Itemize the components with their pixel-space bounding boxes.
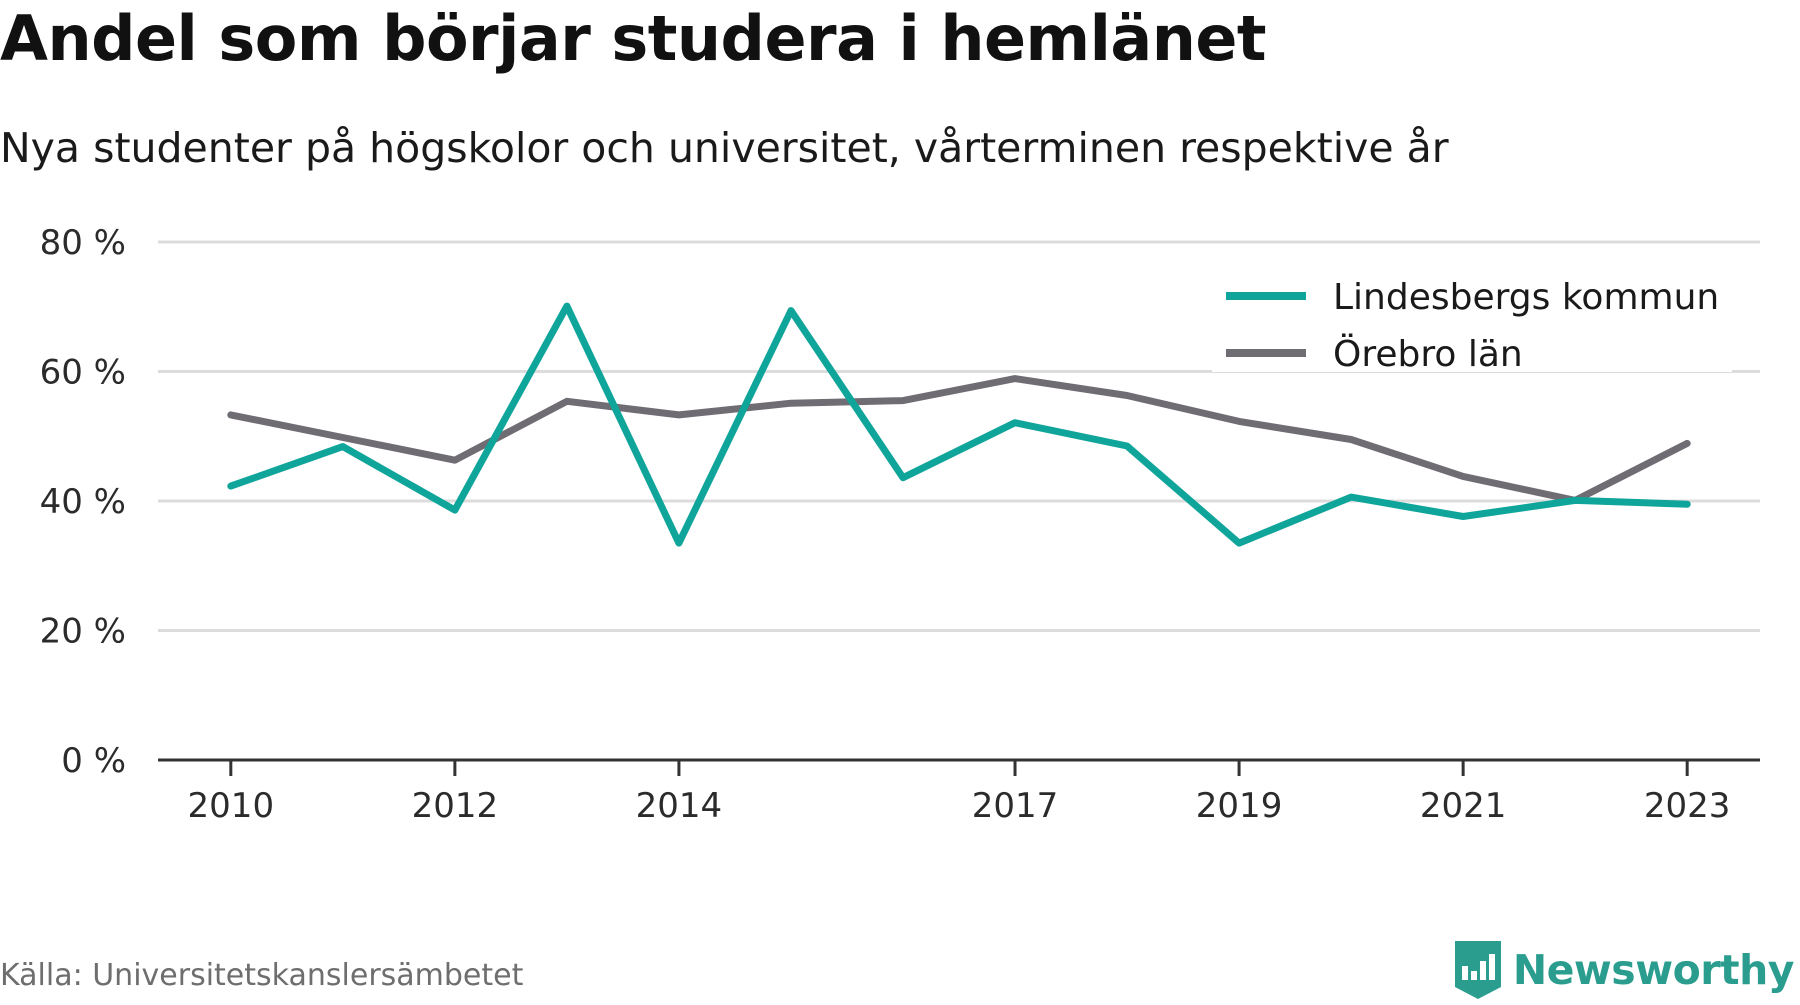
x-tick-label: 2021 <box>1420 786 1507 826</box>
x-tick-label: 2019 <box>1196 786 1283 826</box>
x-tick-label: 2014 <box>636 786 723 826</box>
x-tick-label: 2010 <box>188 786 275 826</box>
x-tick-label: 2023 <box>1644 786 1731 826</box>
y-tick-label: 20 % <box>40 612 126 652</box>
y-tick-label: 0 % <box>61 741 126 781</box>
bar-chart-badge-icon <box>1454 941 1501 999</box>
line-chart: 2010 2012 2014 2017 2019 2021 2023 0 % 20 % 40 %… <box>40 223 1760 826</box>
chart-title: Andel som börjar studera i hemlänet <box>0 2 1267 75</box>
brand-name: Newsworthy <box>1512 946 1795 994</box>
y-tick-label: 60 % <box>40 353 126 393</box>
y-tick-label: 80 % <box>40 223 126 263</box>
series-line-lindesbergs-kommun <box>227 302 1691 547</box>
legend-label: Lindesbergs kommun <box>1333 277 1719 318</box>
brand-logo: Newsworthy <box>1453 935 1795 1005</box>
y-axis-labels: 0 % 20 % 40 % 60 % 80 % <box>40 223 126 781</box>
x-tick-label: 2012 <box>412 786 499 826</box>
x-tick-label: 2017 <box>972 786 1059 826</box>
series-line-örebro-län <box>227 375 1691 504</box>
x-axis: 2010 2012 2014 2017 2019 2021 2023 <box>158 758 1760 826</box>
chart-subtitle: Nya studenter på högskolor och universit… <box>0 124 1449 172</box>
series-lines <box>227 302 1691 547</box>
source-note: Källa: Universitetskanslersämbetet <box>0 958 524 993</box>
legend-label: Örebro län <box>1333 333 1523 375</box>
legend: Lindesbergs kommun Örebro län <box>1212 262 1732 375</box>
y-tick-label: 40 % <box>40 482 126 522</box>
